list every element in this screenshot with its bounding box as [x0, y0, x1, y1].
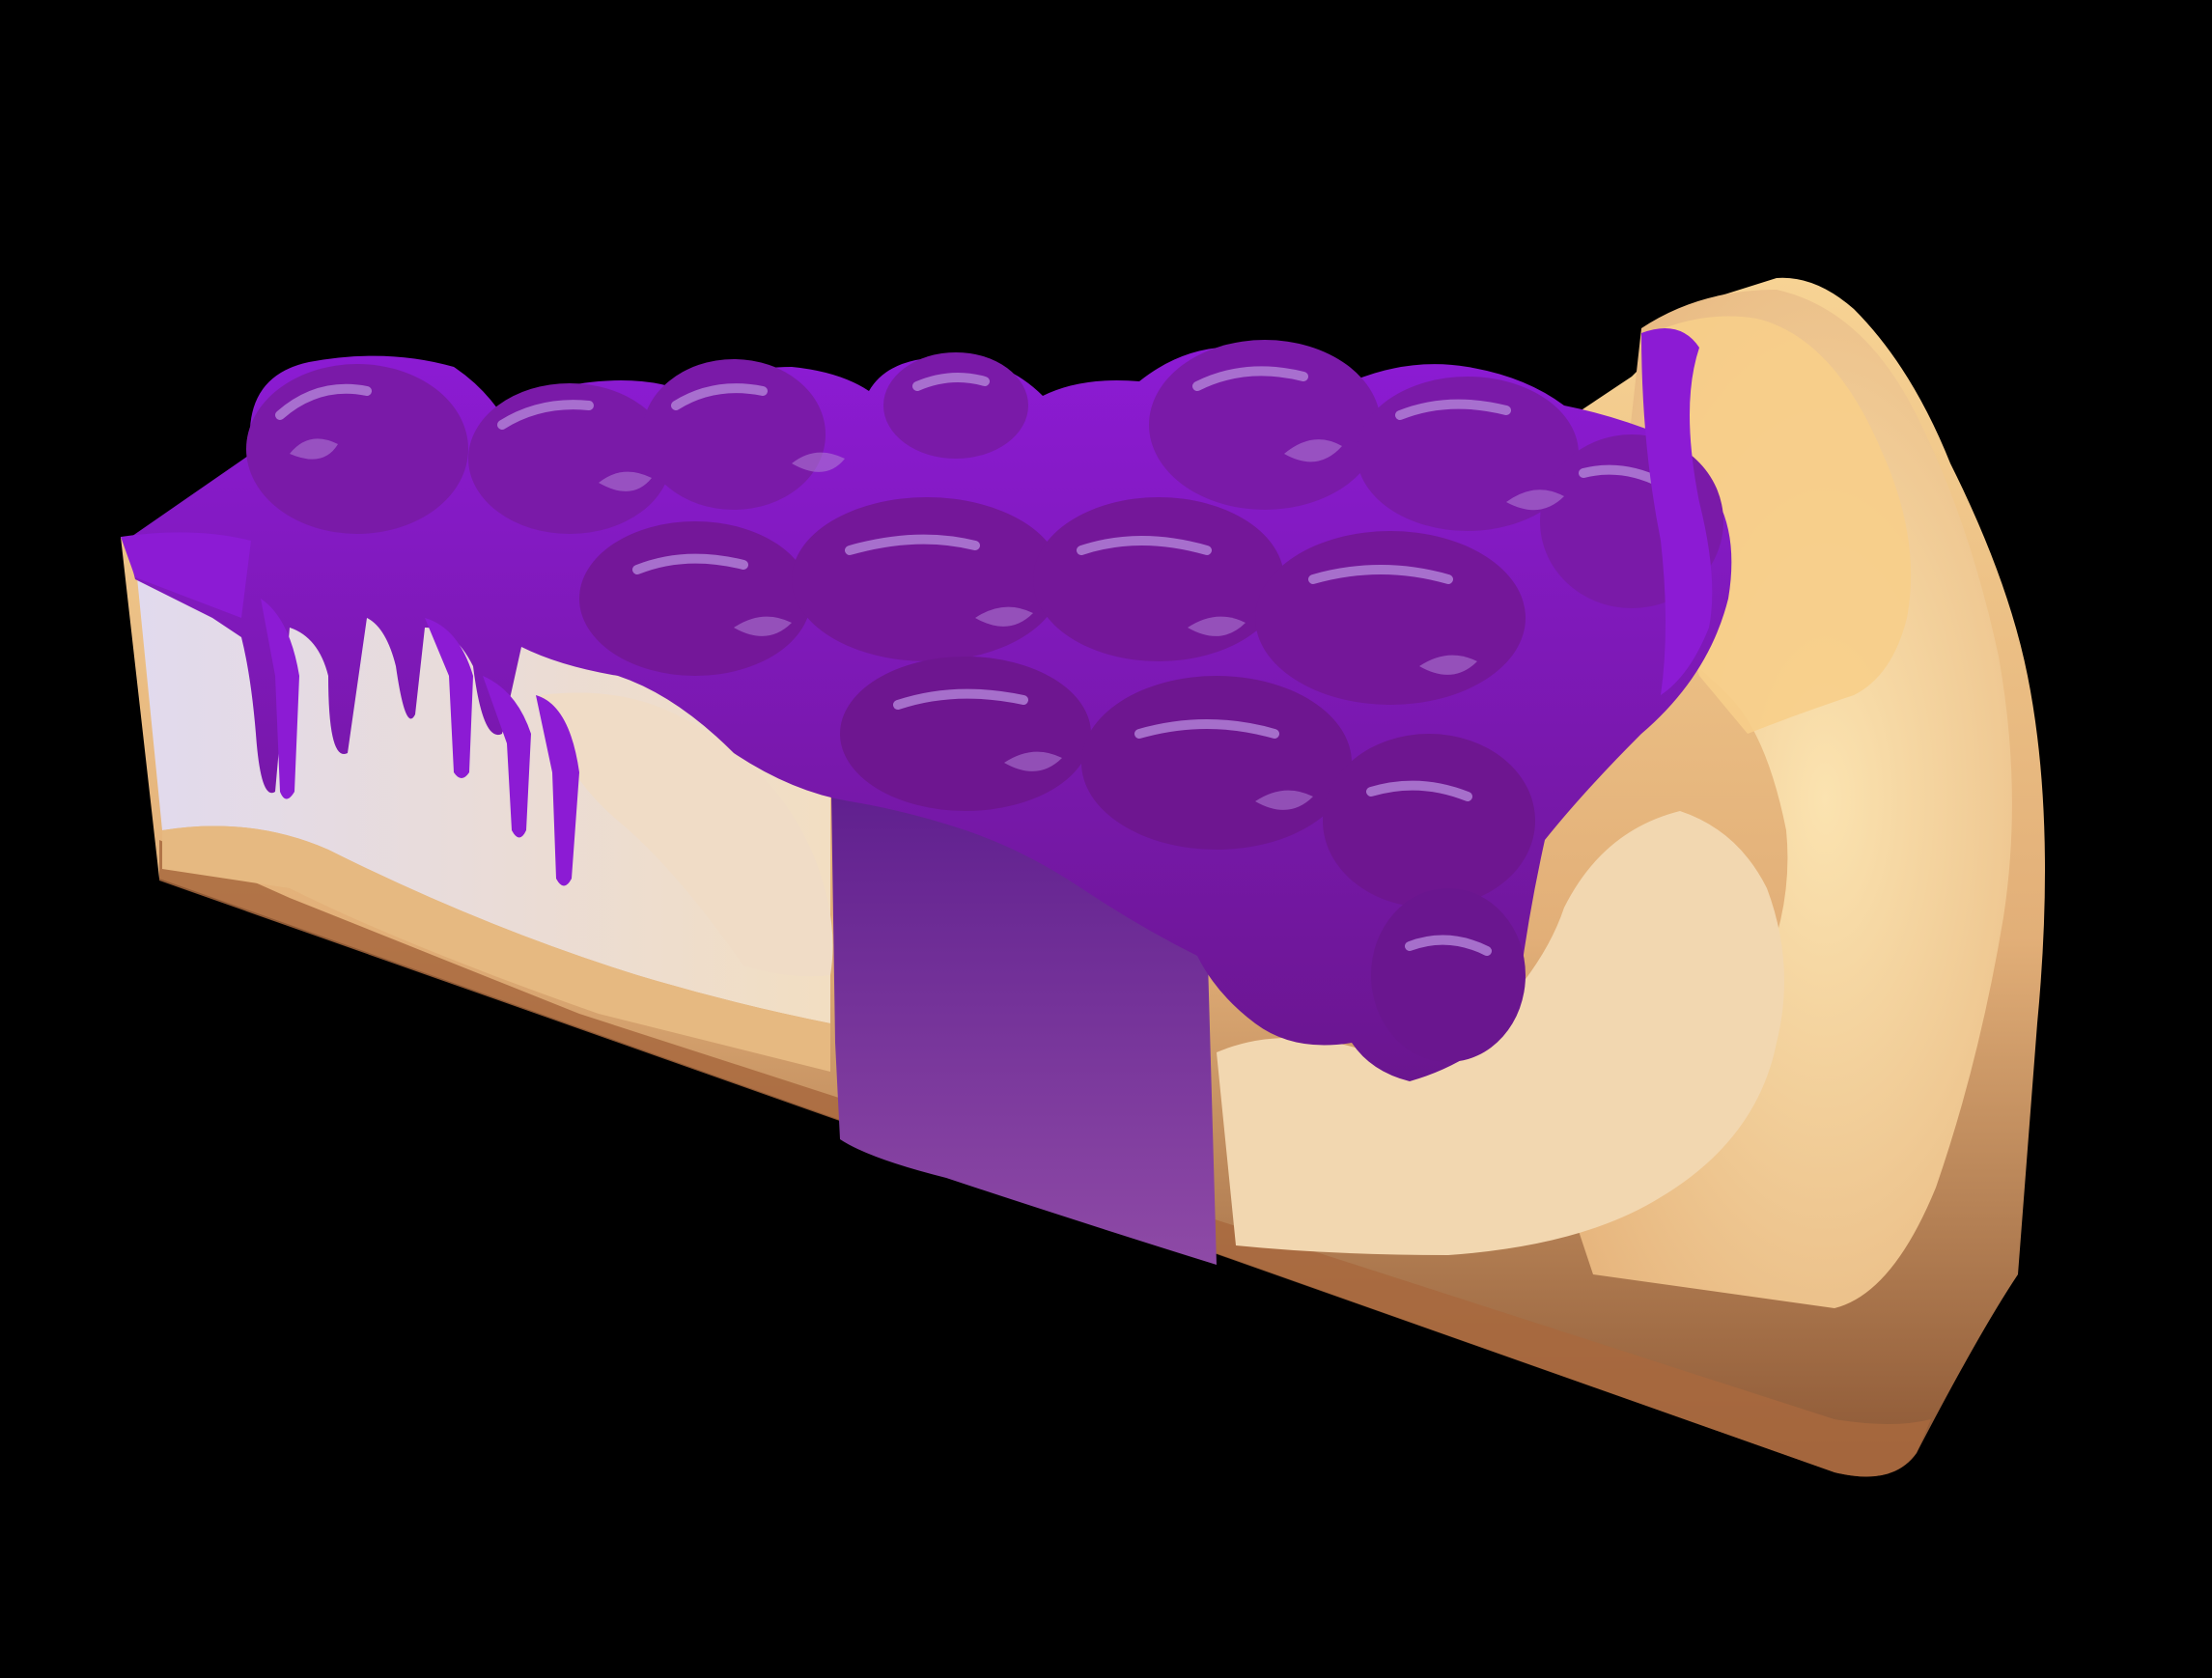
crust-front-band [159, 840, 1931, 1477]
berry [1371, 888, 1526, 1062]
berry [840, 657, 1091, 811]
berry [579, 521, 811, 676]
filling-rim-glow [1641, 328, 1713, 695]
filling-cut-face [830, 734, 1217, 1265]
cream-lobe [541, 692, 833, 977]
berry-highlights [275, 366, 1666, 956]
berry [883, 352, 1028, 459]
berry [1149, 340, 1381, 510]
cream-crust-line [162, 825, 830, 1072]
berry [792, 497, 1062, 661]
drip-4 [536, 695, 579, 886]
filling-edge-glaze [121, 532, 251, 618]
drip-1 [261, 599, 299, 799]
berry-highlight-blobs [290, 438, 1564, 810]
berry [246, 364, 468, 534]
berry [1081, 676, 1352, 850]
drip-3 [483, 676, 531, 838]
berry [642, 359, 826, 510]
berry [1033, 497, 1284, 661]
drip-2 [425, 618, 473, 778]
berry [1255, 531, 1526, 705]
berry-topping [121, 328, 1732, 1081]
berry [1323, 734, 1535, 908]
